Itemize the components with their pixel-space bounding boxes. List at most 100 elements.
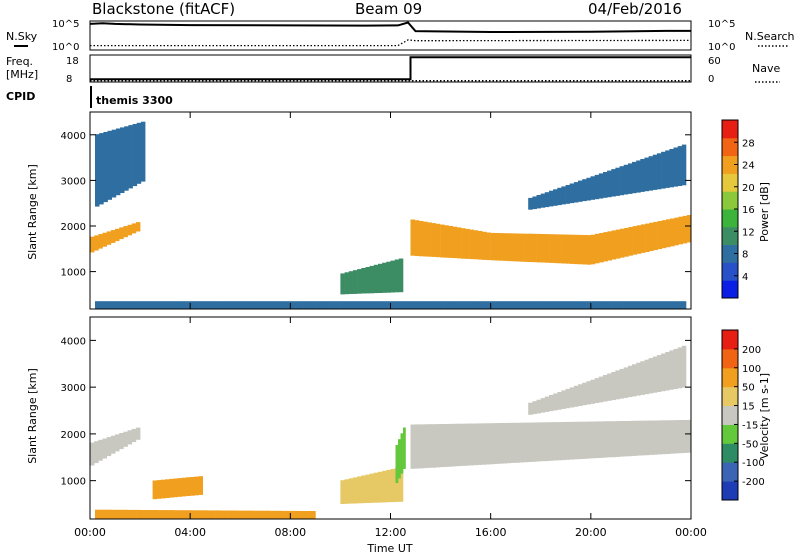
- power-cell: [444, 301, 450, 309]
- velocity-cell: [682, 420, 688, 453]
- power-cell: [619, 166, 625, 196]
- velocity-ylabel: Slant Range [km]: [26, 368, 39, 464]
- power-cell: [519, 233, 525, 262]
- power-cell: [532, 233, 537, 263]
- velocity-cell: [640, 420, 646, 456]
- power-cell: [565, 301, 570, 309]
- nave-tick-bottom: 0: [708, 74, 714, 85]
- power-cell: [106, 231, 112, 245]
- power-cell: [640, 159, 645, 192]
- colorbar-tick-label: 15: [742, 402, 755, 413]
- power-cell: [636, 301, 641, 309]
- power-cell: [423, 221, 428, 257]
- power-cell: [94, 235, 99, 251]
- power-cell: [423, 301, 429, 309]
- time-axis: 00:00 04:00 08:00 12:00 16:00 20:00 00:00: [74, 112, 707, 539]
- power-cell: [140, 301, 146, 309]
- power-cell: [606, 301, 612, 309]
- power-cell: [565, 234, 571, 264]
- velocity-cell: [115, 434, 120, 452]
- velocity-cell: [678, 420, 683, 454]
- velocity-cell: [400, 433, 404, 474]
- velocity-cell: [661, 353, 666, 392]
- power-cell: [561, 234, 567, 264]
- freq-label-line2: [MHz]: [6, 68, 38, 81]
- velocity-cell: [665, 420, 671, 454]
- freq-label-line1: Freq.: [6, 55, 33, 68]
- power-cell: [569, 301, 574, 309]
- velocity-cell: [120, 509, 125, 519]
- power-cell: [644, 157, 649, 192]
- velocity-cell: [557, 392, 562, 410]
- power-cell: [473, 301, 479, 309]
- velocity-cell: [286, 510, 291, 519]
- power-cell: [232, 301, 237, 309]
- power-cell: [628, 227, 633, 256]
- power-cell: [431, 223, 437, 257]
- velocity-cell: [573, 421, 579, 460]
- colorbar-swatch: [722, 348, 738, 369]
- power-cell: [427, 222, 432, 257]
- velocity-cell: [582, 382, 587, 406]
- power-cell: [544, 192, 550, 208]
- power-cell: [340, 301, 346, 309]
- velocity-cell: [269, 510, 275, 519]
- colorbar-frame: [721, 329, 739, 501]
- power-cell: [632, 226, 638, 255]
- power-cell: [494, 301, 499, 309]
- velocity-cell: [590, 379, 595, 404]
- power-cell: [394, 259, 400, 293]
- power-heatmap: [90, 121, 692, 309]
- colorbar-tick-label: 50: [742, 383, 755, 394]
- velocity-cell: [273, 510, 279, 519]
- station-title: Blackstone (fitACF): [92, 0, 235, 18]
- power-cell: [469, 301, 475, 309]
- cpid-label: CPID: [6, 90, 35, 103]
- power-cell: [111, 129, 117, 198]
- power-cell: [448, 226, 453, 258]
- power-cell: [382, 301, 387, 309]
- power-cell: [640, 224, 646, 253]
- velocity-cell: [452, 423, 457, 467]
- velocity-cell: [253, 510, 258, 519]
- freq-panel: Freq. [MHz] 18 8 60 0 Nave: [6, 54, 780, 85]
- velocity-cell: [536, 422, 541, 462]
- power-cell: [128, 301, 133, 309]
- colorbar-swatch: [722, 330, 738, 350]
- colorbar-tick-label: 12: [742, 227, 755, 238]
- velocity-cell: [561, 422, 566, 461]
- power-cell: [249, 301, 254, 309]
- velocity-cell: [124, 509, 129, 519]
- velocity-cell: [544, 422, 549, 462]
- power-cell: [323, 301, 329, 309]
- power-cell: [344, 301, 350, 309]
- nave-label: Nave: [752, 62, 780, 75]
- velocity-cell: [365, 474, 370, 503]
- power-cell: [444, 225, 449, 258]
- power-cell: [611, 230, 617, 260]
- velocity-cell: [465, 423, 470, 466]
- noise-lines: [89, 21, 692, 47]
- y-tick-label: 2000: [61, 430, 86, 441]
- power-cell: [211, 301, 216, 309]
- power-cell: [673, 301, 678, 309]
- power-cell: [378, 301, 383, 309]
- power-cell: [461, 301, 466, 309]
- y-tick-label: 4000: [61, 131, 86, 142]
- y-tick-label: 3000: [61, 383, 86, 394]
- velocity-cell: [244, 510, 250, 519]
- power-cell: [203, 301, 208, 309]
- velocity-cell: [361, 475, 366, 504]
- velocity-cell: [548, 422, 554, 461]
- power-cell: [636, 225, 642, 254]
- velocity-colorbar: 200 100 50 15 -15 -50 -100 -200: [721, 329, 765, 501]
- velocity-cell: [257, 510, 262, 519]
- colorbar-swatch: [722, 226, 738, 246]
- velocity-cell: [144, 510, 150, 519]
- power-cell: [120, 301, 125, 309]
- velocity-cell: [439, 424, 445, 468]
- power-cell: [373, 264, 379, 294]
- power-cell: [595, 233, 600, 264]
- power-cell: [653, 221, 658, 251]
- power-cell: [95, 301, 100, 309]
